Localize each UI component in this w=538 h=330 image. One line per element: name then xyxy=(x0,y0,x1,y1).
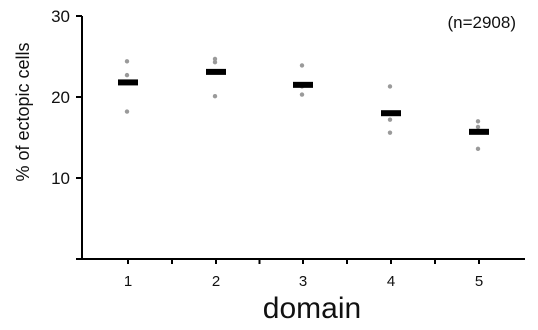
data-point xyxy=(124,109,130,114)
data-point xyxy=(212,56,218,62)
x-tick-label: 2 xyxy=(212,273,220,290)
y-axis-label: % of ectopic cells xyxy=(13,42,33,181)
mean-bar xyxy=(118,79,138,86)
x-tick-label: 4 xyxy=(387,273,395,290)
x-axis-label: domain xyxy=(263,292,361,325)
data-point xyxy=(475,146,481,152)
x-tick-label: 3 xyxy=(299,273,307,290)
sample-size-annotation: (n=2908) xyxy=(447,13,516,32)
mean-bar xyxy=(206,68,226,75)
x-tick-label: 5 xyxy=(475,273,483,290)
x-tick-label: 1 xyxy=(124,273,132,290)
data-point xyxy=(212,93,218,99)
mean-bar xyxy=(381,110,401,117)
y-tick-label: 10 xyxy=(51,169,70,188)
data-point xyxy=(387,130,393,135)
data-point xyxy=(387,117,393,122)
y-tick-label: 30 xyxy=(51,7,70,26)
y-tick-label: 20 xyxy=(51,88,70,107)
data-point xyxy=(299,63,305,68)
data-point xyxy=(475,124,481,130)
data-point xyxy=(387,84,393,89)
mean-bar xyxy=(293,81,313,88)
mean-bar xyxy=(469,128,489,135)
data-point xyxy=(124,59,130,64)
data-point xyxy=(212,59,218,65)
data-point xyxy=(475,119,481,124)
data-point xyxy=(124,72,130,78)
data-point xyxy=(299,92,305,97)
